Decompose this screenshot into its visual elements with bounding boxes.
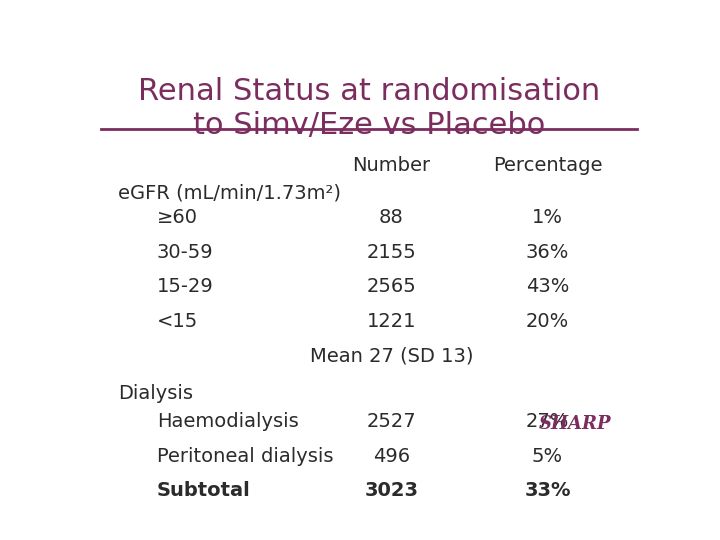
Text: Mean 27 (SD 13): Mean 27 (SD 13)	[310, 346, 473, 365]
Text: 2527: 2527	[366, 412, 416, 431]
Text: <15: <15	[157, 312, 198, 331]
Text: Peritoneal dialysis: Peritoneal dialysis	[157, 447, 333, 465]
Text: Haemodialysis: Haemodialysis	[157, 412, 299, 431]
Text: 1221: 1221	[366, 312, 416, 331]
Text: 33%: 33%	[524, 481, 571, 500]
Text: Dialysis: Dialysis	[118, 384, 193, 403]
Text: 1%: 1%	[532, 208, 563, 227]
Text: Percentage: Percentage	[492, 156, 603, 176]
Text: 15-29: 15-29	[157, 277, 214, 296]
Text: Subtotal: Subtotal	[157, 481, 251, 500]
Text: 2155: 2155	[366, 243, 416, 262]
Text: eGFR (mL/min/1.73m²): eGFR (mL/min/1.73m²)	[118, 183, 341, 202]
Text: Number: Number	[352, 156, 431, 176]
Text: 3023: 3023	[364, 481, 418, 500]
Text: 20%: 20%	[526, 312, 570, 331]
Text: 496: 496	[373, 447, 410, 465]
Text: Renal Status at randomisation
to Simv/Eze vs Placebo: Renal Status at randomisation to Simv/Ez…	[138, 77, 600, 140]
Text: STUDY OF HEART AND
RENAL PROTECTION: STUDY OF HEART AND RENAL PROTECTION	[570, 508, 639, 520]
Text: 36%: 36%	[526, 243, 570, 262]
Text: 5%: 5%	[532, 447, 563, 465]
Text: 2565: 2565	[366, 277, 416, 296]
Text: 43%: 43%	[526, 277, 570, 296]
Text: 30-59: 30-59	[157, 243, 214, 262]
Text: 88: 88	[379, 208, 404, 227]
Text: 27%: 27%	[526, 412, 570, 431]
Text: SHARP: SHARP	[539, 415, 612, 433]
Text: ≥60: ≥60	[157, 208, 198, 227]
